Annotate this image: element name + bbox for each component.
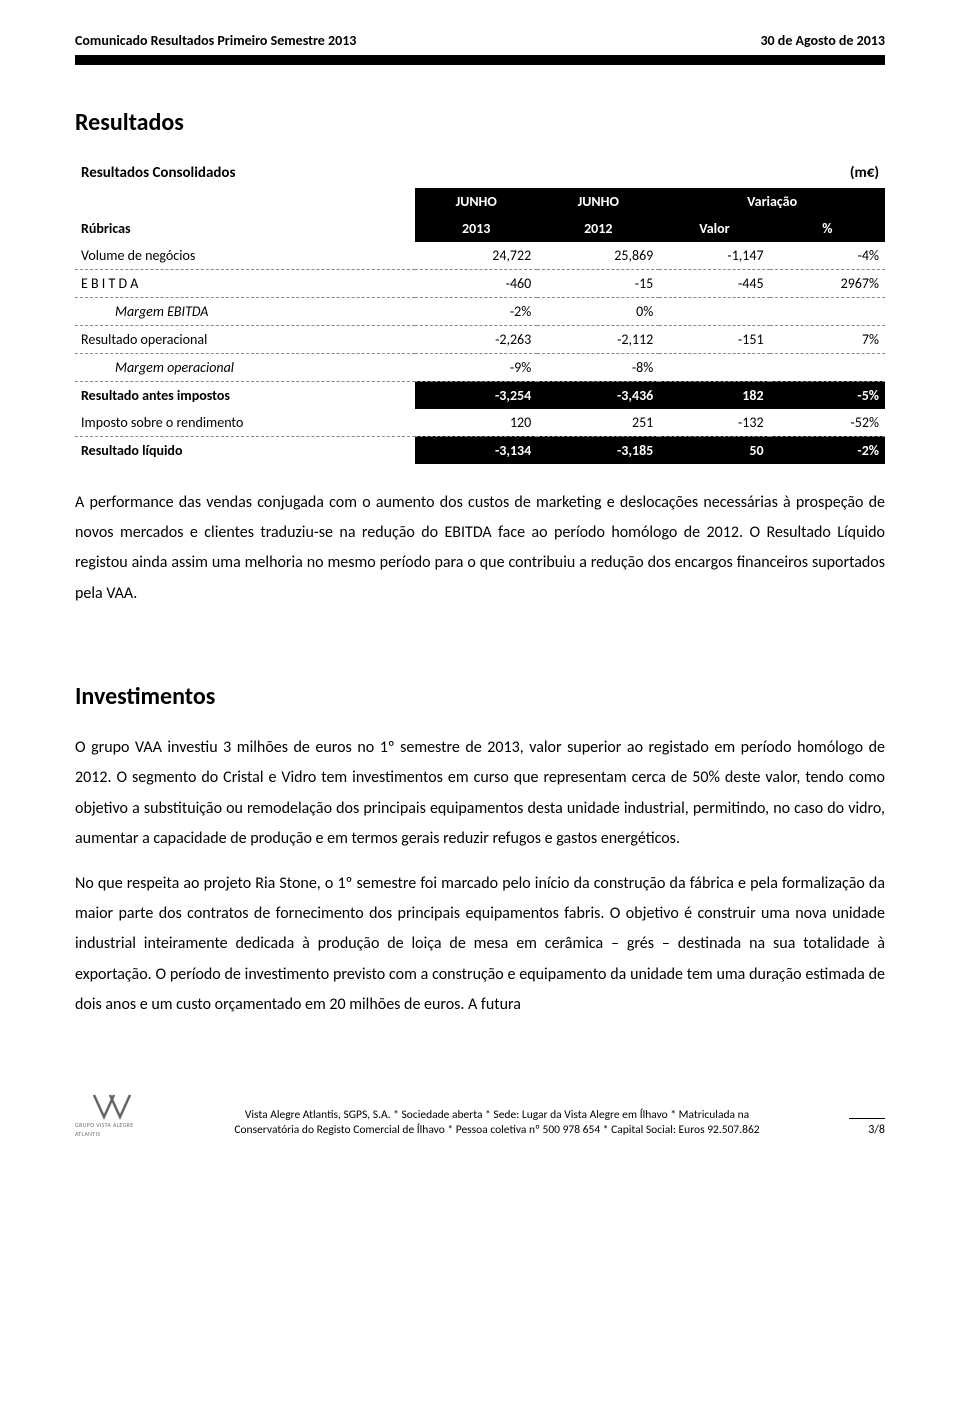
table-cell: -1,147	[659, 242, 769, 270]
table-hdr2-c5: %	[770, 215, 885, 242]
table-cell: 2967%	[770, 269, 885, 297]
va-logo-icon	[88, 1091, 132, 1121]
table-cell: 7%	[770, 325, 885, 353]
table-cell: Resultado líquido	[75, 436, 415, 464]
table-cell: 25,869	[537, 242, 659, 270]
table-hdr2-c3: 2012	[537, 215, 659, 242]
table-cell: -8%	[537, 353, 659, 381]
table-cell: -2,263	[415, 325, 537, 353]
table-row: Resultado operacional-2,263-2,112-1517%	[75, 325, 885, 353]
footer-logo-caption: GRUPO VISTA ALEGRE ATLANTIS	[75, 1121, 145, 1139]
table-row: Volume de negócios24,72225,869-1,147-4%	[75, 242, 885, 270]
table-cell: -132	[659, 409, 769, 437]
footer-line1: Vista Alegre Atlantis, SGPS, S.A. * Soci…	[159, 1108, 835, 1124]
header-bar	[75, 55, 885, 65]
table-cell: E B I T D A	[75, 269, 415, 297]
table-cell: -2%	[415, 297, 537, 325]
footer-line2: Conservatória do Registo Comercial de Íl…	[159, 1123, 835, 1139]
paragraph-invest-2: No que respeita ao projeto Ria Stone, o …	[75, 869, 885, 1021]
table-cell: 0%	[537, 297, 659, 325]
table-cell: 182	[659, 381, 769, 409]
header-right: 30 de Agosto de 2013	[760, 30, 885, 51]
page-header: Comunicado Resultados Primeiro Semestre …	[75, 30, 885, 51]
table-row: Imposto sobre o rendimento120251-132-52%	[75, 409, 885, 437]
table-cell: -2%	[770, 436, 885, 464]
table-row: Margem operacional-9%-8%	[75, 353, 885, 381]
table-cell	[770, 297, 885, 325]
table-cell: Volume de negócios	[75, 242, 415, 270]
table-cell: -3,185	[537, 436, 659, 464]
table-cell: Margem operacional	[75, 353, 415, 381]
paragraph-invest-1: O grupo VAA investiu 3 milhões de euros …	[75, 733, 885, 855]
section-title-resultados: Resultados	[75, 105, 885, 141]
table-cell: -151	[659, 325, 769, 353]
footer-text: Vista Alegre Atlantis, SGPS, S.A. * Soci…	[159, 1108, 835, 1139]
table-caption-right: (m€)	[659, 159, 885, 188]
table-hdr1-c45: Variação	[659, 188, 885, 215]
table-cell: 24,722	[415, 242, 537, 270]
table-hdr2-c4: Valor	[659, 215, 769, 242]
table-hdr1-c3: JUNHO	[537, 188, 659, 215]
table-hdr1-c2: JUNHO	[415, 188, 537, 215]
table-hdr1-blank	[75, 188, 415, 215]
table-cell: 251	[537, 409, 659, 437]
results-table: Resultados Consolidados (m€) JUNHO JUNHO…	[75, 159, 885, 464]
table-row: Margem EBITDA-2%0%	[75, 297, 885, 325]
table-cell: -3,436	[537, 381, 659, 409]
table-cell: Margem EBITDA	[75, 297, 415, 325]
table-hdr2-c2: 2013	[415, 215, 537, 242]
table-cell: 120	[415, 409, 537, 437]
table-cell: -9%	[415, 353, 537, 381]
table-hdr2-c1: Rúbricas	[75, 215, 415, 242]
table-cell: -15	[537, 269, 659, 297]
table-cell: -5%	[770, 381, 885, 409]
section-title-investimentos: Investimentos	[75, 679, 885, 715]
table-row: Resultado líquido-3,134-3,18550-2%	[75, 436, 885, 464]
footer-page-number: 3/8	[849, 1118, 885, 1139]
table-cell: -4%	[770, 242, 885, 270]
table-row: Resultado antes impostos-3,254-3,436182-…	[75, 381, 885, 409]
table-cell: Imposto sobre o rendimento	[75, 409, 415, 437]
table-caption-left: Resultados Consolidados	[75, 159, 659, 188]
table-cell: 50	[659, 436, 769, 464]
table-cell: -2,112	[537, 325, 659, 353]
table-cell: -3,134	[415, 436, 537, 464]
table-cell	[659, 353, 769, 381]
table-cell	[770, 353, 885, 381]
table-row: E B I T D A-460-15-4452967%	[75, 269, 885, 297]
table-cell: -445	[659, 269, 769, 297]
footer-logo: GRUPO VISTA ALEGRE ATLANTIS	[75, 1091, 145, 1139]
table-cell: Resultado antes impostos	[75, 381, 415, 409]
paragraph-performance: A performance das vendas conjugada com o…	[75, 488, 885, 610]
table-cell: Resultado operacional	[75, 325, 415, 353]
table-cell: -52%	[770, 409, 885, 437]
page-footer: GRUPO VISTA ALEGRE ATLANTIS Vista Alegre…	[75, 1091, 885, 1139]
table-cell: -460	[415, 269, 537, 297]
table-cell	[659, 297, 769, 325]
header-left: Comunicado Resultados Primeiro Semestre …	[75, 30, 356, 51]
table-cell: -3,254	[415, 381, 537, 409]
